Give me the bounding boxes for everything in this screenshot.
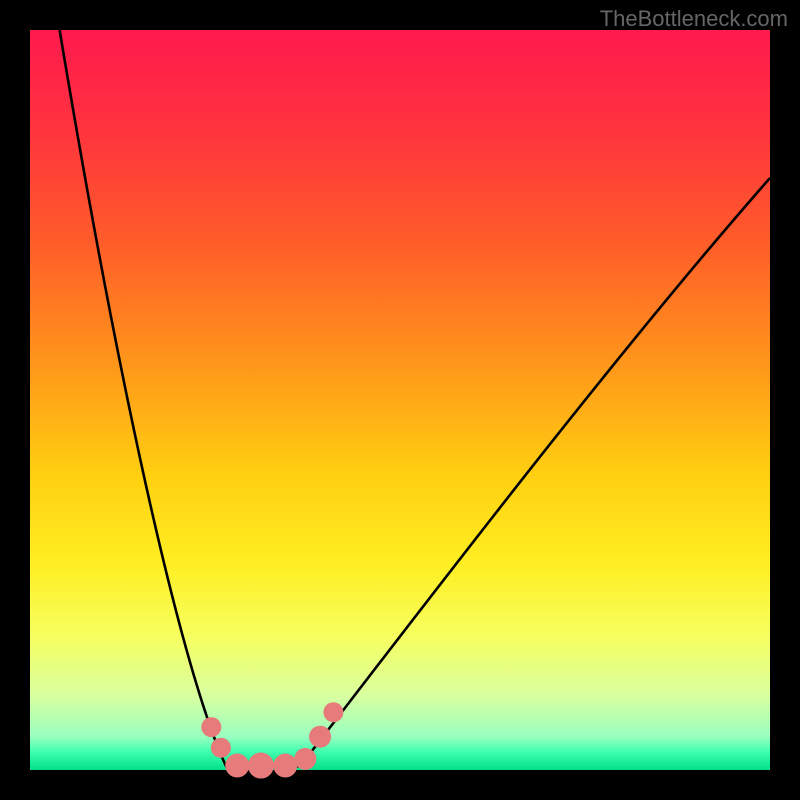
curve-marker [273, 754, 297, 778]
bottleneck-chart [0, 0, 800, 800]
curve-marker [225, 754, 249, 778]
curve-marker [201, 717, 221, 737]
curve-marker [211, 738, 231, 758]
curve-marker [248, 753, 274, 779]
curve-marker [309, 726, 331, 748]
curve-marker [323, 702, 343, 722]
plot-background [30, 30, 770, 770]
curve-marker [294, 748, 316, 770]
chart-container: TheBottleneck.com [0, 0, 800, 800]
watermark-text: TheBottleneck.com [600, 6, 788, 32]
